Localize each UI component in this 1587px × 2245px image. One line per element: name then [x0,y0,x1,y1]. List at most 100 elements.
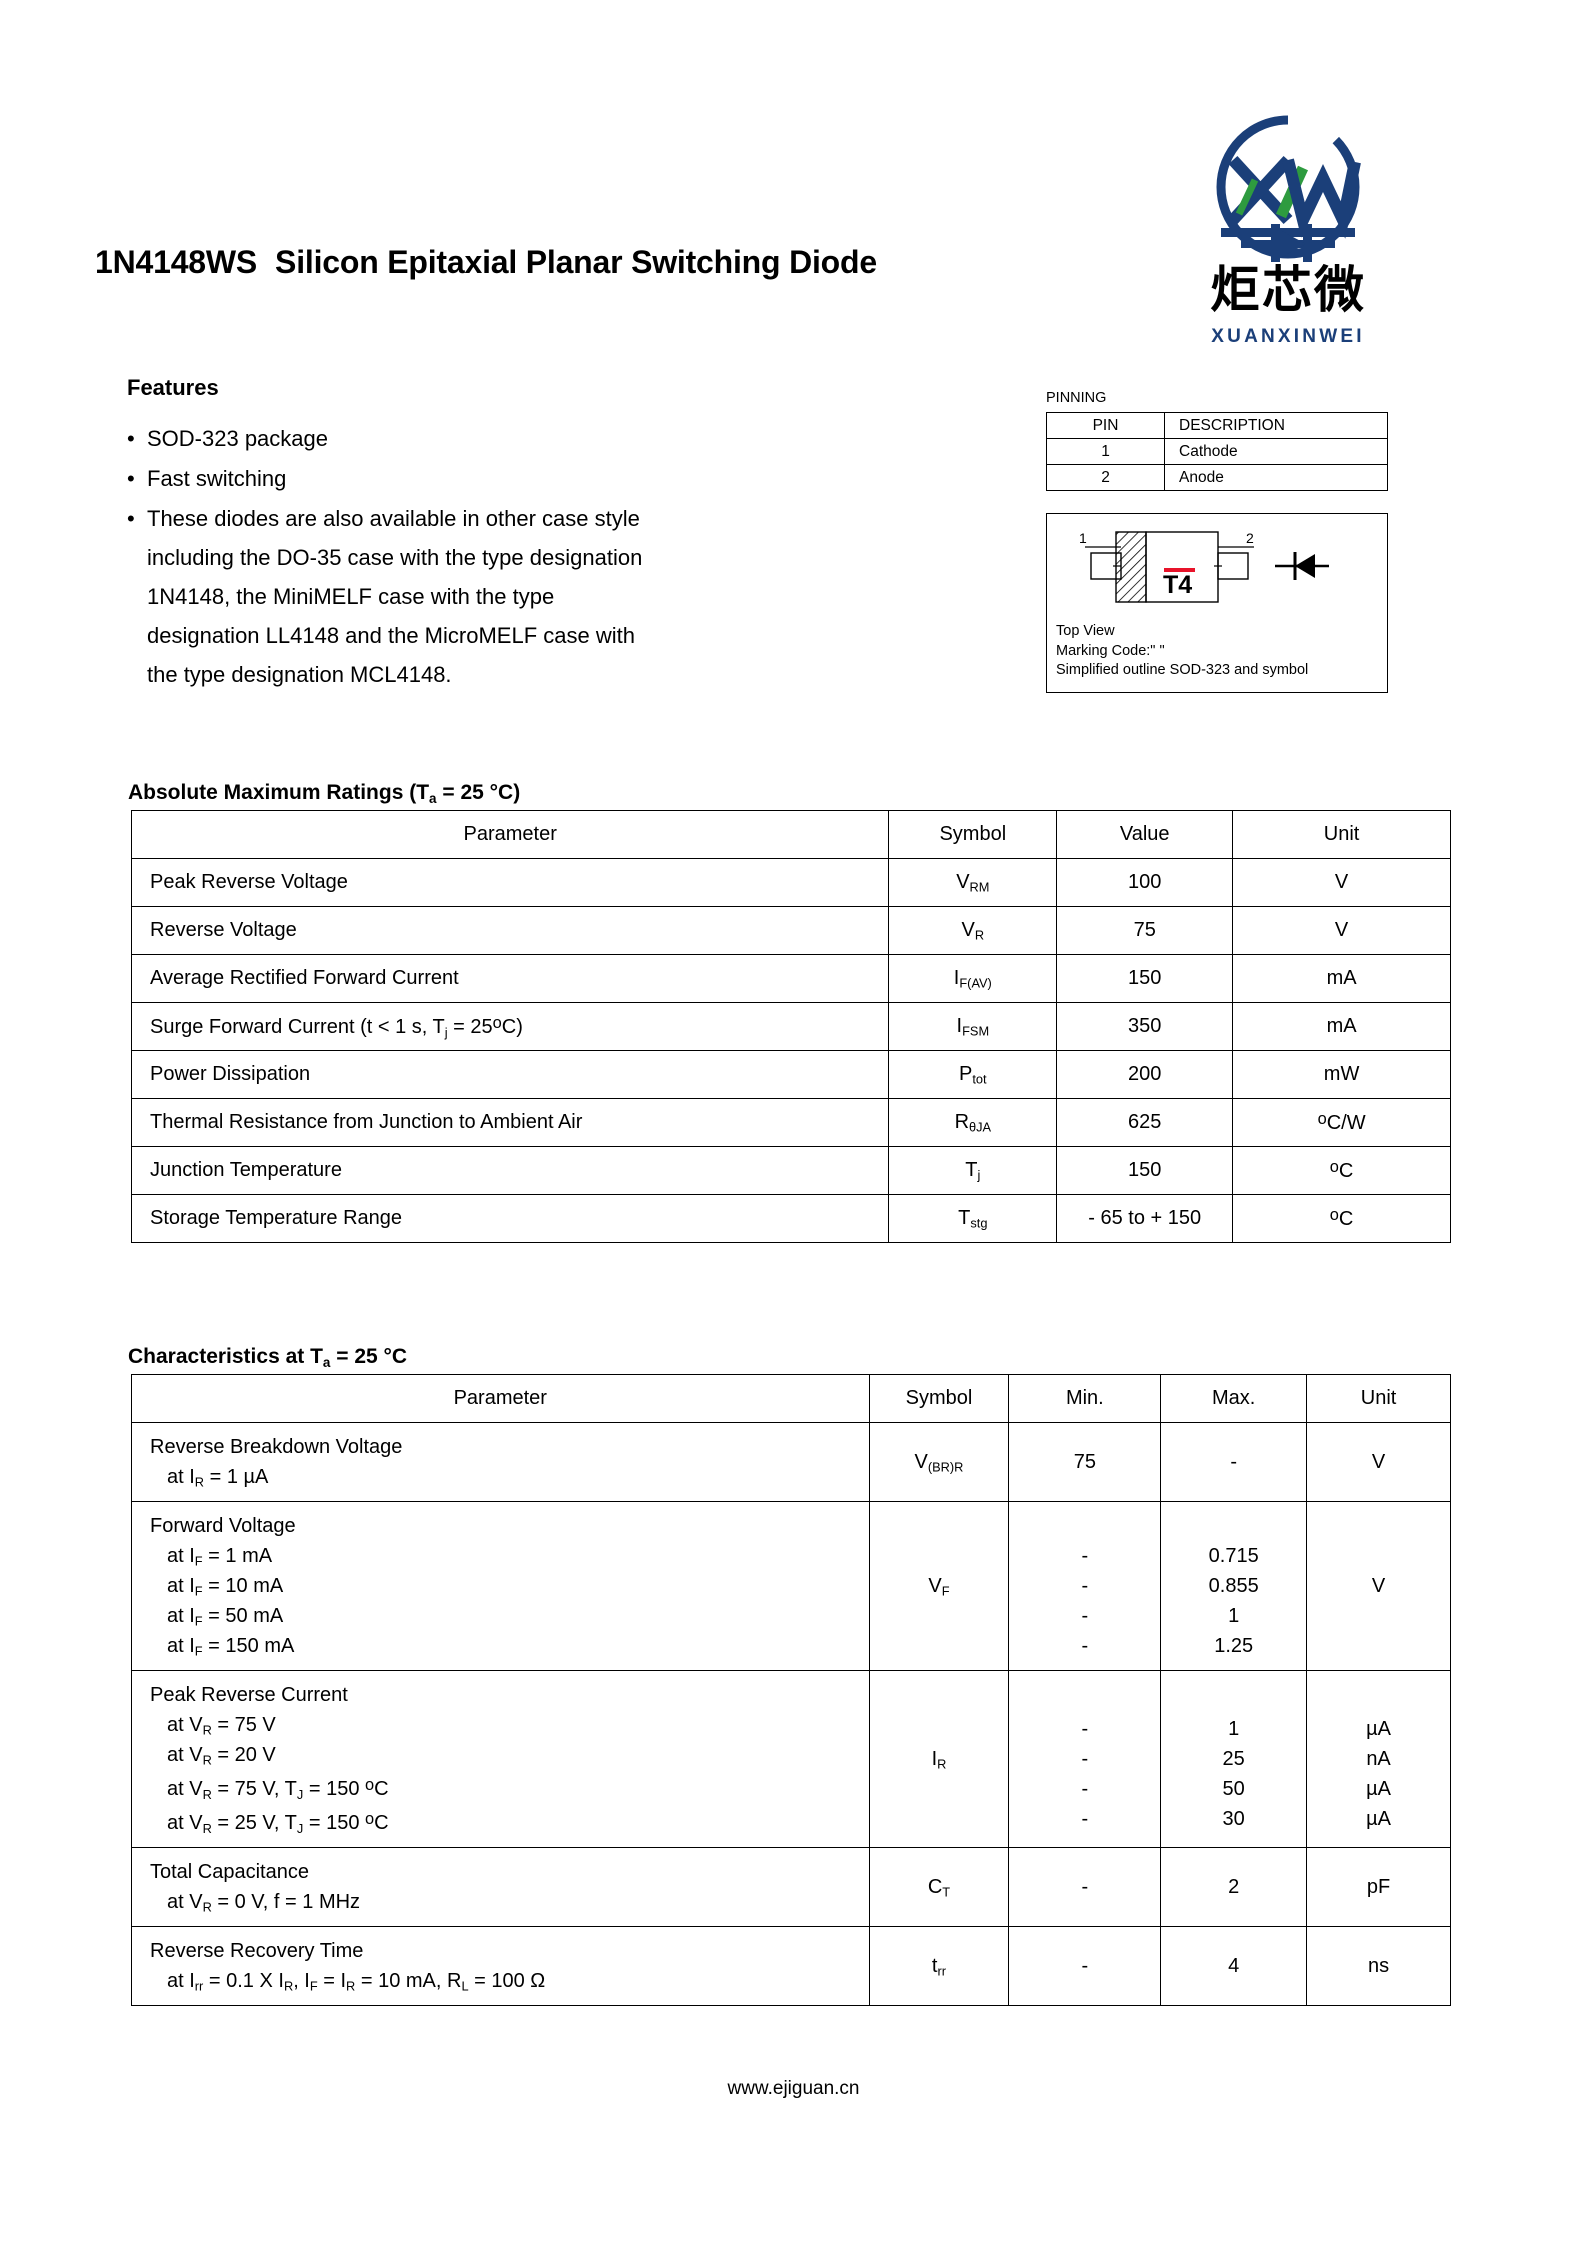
pinning-section: PINNING PIN DESCRIPTION 1 Cathode 2 Anod… [1046,390,1406,491]
package-outline-icon: 1 2 [1079,530,1329,603]
svg-text:1: 1 [1079,530,1087,546]
parameter-unit: µA nA µA µA [1306,1669,1451,1849]
parameter-unit: V [1232,906,1451,955]
parameter-name: Storage Temperature Range [130,1194,890,1243]
parameter-condition: at VR = 20 V [167,1744,276,1768]
pin-description: Anode [1164,464,1388,491]
feature-item: • SOD-323 package [127,419,767,458]
feature-line: the type designation MCL4148. [147,662,452,687]
pin-number: 2 [1046,464,1165,491]
feature-line: 1N4148, the MiniMELF case with the type [147,584,555,609]
table-row: Reverse Breakdown Voltage at IR = 1 µA V… [131,1422,1451,1502]
parameter-name: Peak Reverse Voltage [130,858,890,907]
table-row: Peak Reverse Current at VR = 75 V at VR … [131,1669,1451,1849]
heading-subscript: a [429,790,437,806]
column-header-unit: Unit [1232,810,1451,859]
feature-text: These diodes are also available in other… [147,499,767,694]
parameter-condition: at VR = 75 V, TJ = 150 oC [167,1776,389,1802]
table-row: Forward Voltage at IF = 1 mA at IF = 10 … [131,1501,1451,1671]
marking-overline [1164,568,1195,572]
absolute-maximum-ratings-heading: Absolute Maximum Ratings (Ta = 25 °C) [128,781,520,805]
parameter-unit: oC/W [1232,1098,1451,1147]
parameter-unit: mA [1232,954,1451,1003]
parameter-name: Reverse Breakdown Voltage at IR = 1 µA [131,1422,870,1502]
characteristics-heading: Characteristics at Ta = 25 °C [128,1345,407,1369]
page-footer: www.ejiguan.cn [0,2078,1587,2100]
column-header-unit: Unit [1306,1374,1451,1423]
parameter-name: Power Dissipation [130,1050,890,1099]
title-text: Silicon Epitaxial Planar Switching Diode [275,244,877,280]
parameter-title: Peak Reverse Current [150,1684,348,1706]
parameter-title: Forward Voltage [150,1515,296,1537]
parameter-symbol: IR [868,1669,1010,1849]
column-header-parameter: Parameter [130,810,890,859]
table-row: Thermal Resistance from Junction to Ambi… [130,1098,1451,1147]
parameter-unit: V [1306,1422,1451,1502]
parameter-name: Total Capacitance at VR = 0 V, f = 1 MHz [131,1847,870,1928]
bullet-icon: • [127,506,135,531]
parameter-min: - [1008,1926,1162,2007]
features-heading: Features [127,375,219,400]
parameter-symbol: Tj [888,1146,1058,1195]
parameter-unit: oC [1232,1194,1451,1243]
parameter-min: - [1008,1847,1162,1928]
parameter-condition: at VR = 75 V [167,1714,276,1738]
parameter-max: 4 [1160,1926,1308,2007]
parameter-name: Junction Temperature [130,1146,890,1195]
parameter-value: 350 [1056,1002,1234,1051]
column-header-min: Min. [1008,1374,1162,1423]
parameter-max: 2 [1160,1847,1308,1928]
parameter-max: - [1160,1422,1308,1502]
parameter-title: Reverse Recovery Time [150,1940,364,1963]
parameter-symbol: RθJA [888,1098,1058,1147]
column-header-value: Value [1056,810,1234,859]
parameter-name: Peak Reverse Current at VR = 75 V at VR … [131,1669,870,1849]
table-row: Average Rectified Forward Current IF(AV)… [130,954,1451,1003]
pin-description: Cathode [1164,438,1388,465]
heading-suffix: = 25 °C [330,1345,408,1368]
parameter-symbol: Ptot [888,1050,1058,1099]
parameter-symbol: IF(AV) [888,954,1058,1003]
column-header-parameter: Parameter [131,1374,870,1423]
parameter-symbol: IFSM [888,1002,1058,1051]
feature-item: • These diodes are also available in oth… [127,499,767,694]
characteristics-table: Parameter Symbol Min. Max. Unit Reverse … [131,1374,1451,2007]
parameter-unit: mW [1232,1050,1451,1099]
heading-prefix: Absolute Maximum Ratings (T [128,781,430,804]
pinning-header-pin: PIN [1046,412,1165,439]
parameter-symbol: trr [868,1926,1010,2007]
parameter-symbol: VR [888,906,1058,955]
pin-number: 1 [1046,438,1165,465]
parameter-name: Reverse Recovery Time at Irr = 0.1 X IR,… [131,1926,870,2007]
table-row: Reverse Voltage VR 75 V [130,906,1451,955]
parameter-max: 1 25 50 30 [1160,1669,1308,1849]
parameter-name: Reverse Voltage [130,906,890,955]
page-title: 1N4148WS Silicon Epitaxial Planar Switchi… [95,244,877,281]
package-caption: Top View Marking Code:" " Simplified out… [1056,622,1308,681]
parameter-condition: at VR = 25 V, TJ = 150 oC [167,1810,389,1837]
caption-marking-code: Marking Code:" " [1056,642,1165,659]
part-number: 1N4148WS [95,244,258,280]
table-row: Power Dissipation Ptot 200 mW [130,1050,1451,1099]
parameter-name: Average Rectified Forward Current [130,954,890,1003]
company-logo: 炬芯微 XUANXINWEI [1163,112,1413,367]
parameter-unit: oC [1232,1146,1451,1195]
svg-text:2: 2 [1246,530,1254,546]
parameter-unit: pF [1306,1847,1451,1928]
table-row: Storage Temperature Range Tstg - 65 to +… [130,1194,1451,1243]
parameter-symbol: Tstg [888,1194,1058,1243]
bullet-icon: • [127,426,135,451]
parameter-condition: at IF = 10 mA [167,1575,284,1599]
parameter-unit: ns [1306,1926,1451,2007]
package-marking-code: T4 [1163,568,1195,598]
logo-mark-icon [1216,115,1361,262]
parameter-value: 150 [1056,1146,1234,1195]
column-header-symbol: Symbol [868,1374,1010,1423]
parameter-min: - - - - [1008,1669,1162,1849]
parameter-value: 150 [1056,954,1234,1003]
parameter-symbol: VRM [888,858,1058,907]
parameter-condition: at VR = 0 V, f = 1 MHz [167,1891,361,1916]
logo-latin-name: XUANXINWEI [1211,326,1365,347]
heading-prefix: Characteristics at T [128,1345,323,1368]
heading-suffix: = 25 °C) [436,781,521,804]
